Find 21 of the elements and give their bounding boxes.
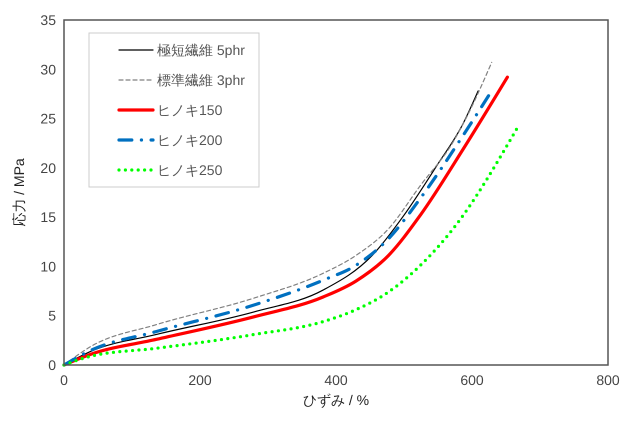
legend-label: ヒノキ200 [157,132,223,148]
y-tick-label: 15 [40,209,56,226]
y-tick-label: 35 [40,12,56,28]
y-tick-label: 25 [40,110,56,127]
x-tick-label: 200 [188,372,212,388]
legend-label: 極短繊維 5phr [157,42,246,58]
x-tick-label: 400 [324,372,348,388]
y-tick-label: 30 [40,61,56,78]
line-series [62,126,520,367]
legend-label: ヒノキ250 [157,162,223,178]
y-tick-label: 10 [40,258,56,274]
y-axis-title: 応力 / MPa [11,158,27,227]
y-tick-label: 20 [40,160,56,176]
x-axis-title: ひずみ / % [302,392,370,408]
x-tick-label: 0 [60,372,68,388]
y-tick-label: 5 [48,308,56,324]
x-tick-label: 800 [596,372,620,388]
x-tick-label: 600 [460,372,484,388]
legend-label: ヒノキ150 [157,102,223,118]
legend-label: 標準繊維 3phr [157,72,246,88]
y-tick-label: 0 [48,357,56,373]
